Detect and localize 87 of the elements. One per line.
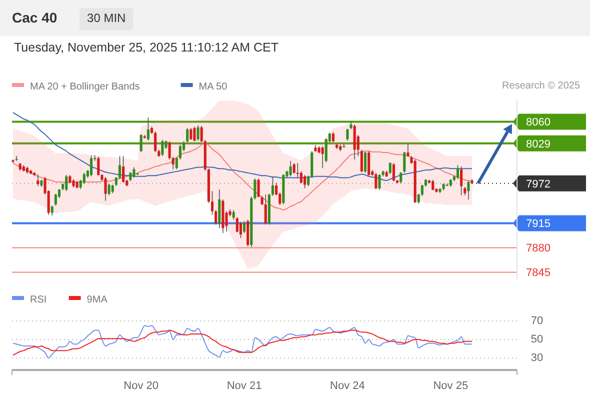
candlestick	[392, 162, 395, 182]
candlestick	[178, 144, 182, 160]
candlestick	[146, 117, 150, 142]
candlestick	[54, 193, 57, 206]
candlestick	[353, 124, 356, 160]
candlestick	[104, 176, 107, 202]
candlestick	[36, 174, 40, 187]
x-tick-label: Nov 24	[330, 380, 365, 392]
candlestick	[210, 190, 214, 216]
candlestick	[289, 160, 292, 177]
candlestick	[406, 144, 410, 158]
y-tick-label: 8060	[526, 116, 550, 129]
candlestick	[140, 134, 142, 152]
candlestick	[218, 189, 221, 229]
candlestick	[342, 144, 346, 148]
candlestick	[417, 193, 420, 204]
y-tick-label: 7972	[526, 178, 550, 190]
candlestick	[175, 157, 178, 170]
candlestick	[214, 210, 218, 226]
candlestick	[236, 216, 238, 233]
candlestick	[50, 205, 54, 216]
candlestick	[432, 179, 434, 191]
chart-title: Cac 40	[12, 10, 58, 26]
candlestick	[129, 172, 132, 182]
legend-label: RSI	[30, 294, 47, 306]
candlestick	[460, 166, 463, 196]
legend-label: 9MA	[86, 294, 108, 306]
candlestick	[114, 176, 118, 187]
candlestick	[467, 180, 470, 200]
candlestick	[90, 154, 93, 177]
y-tick-label: 30	[530, 352, 544, 364]
candlestick	[310, 150, 314, 178]
x-tick-label: Nov 21	[226, 380, 262, 392]
line-series	[12, 330, 472, 356]
candlestick	[190, 128, 192, 140]
candlestick	[82, 172, 86, 184]
line-series	[12, 142, 472, 210]
x-tick-label: Nov 25	[433, 380, 468, 392]
candlestick	[264, 194, 267, 226]
candlestick	[300, 171, 302, 184]
candlestick	[364, 151, 367, 174]
line-series	[12, 325, 472, 358]
y-tick-label: 50	[530, 333, 544, 346]
y-tick-label: 7845	[526, 267, 550, 280]
candlestick	[378, 174, 381, 190]
candlestick	[132, 166, 136, 178]
candlestick	[232, 210, 235, 220]
candlestick	[296, 162, 299, 178]
legend-label: MA 50	[198, 82, 228, 93]
text: Research © 2025	[502, 80, 580, 92]
candlestick	[193, 126, 196, 142]
x-tick-label: Nov 20	[124, 380, 159, 392]
y-tick-label: 7880	[526, 242, 550, 255]
candlestick	[374, 172, 378, 190]
candlestick	[303, 174, 306, 189]
candlestick	[186, 128, 189, 144]
candlestick	[108, 184, 110, 196]
candlestick	[307, 175, 310, 187]
candlestick	[196, 124, 200, 142]
candlestick	[243, 220, 246, 234]
candlestick	[161, 140, 164, 156]
y-tick-label: 70	[530, 314, 544, 327]
candlestick	[65, 174, 68, 192]
candlestick	[118, 156, 122, 180]
candlestick	[246, 219, 250, 247]
y-tick-label: 8029	[526, 138, 550, 150]
candlestick	[122, 156, 125, 184]
candlestick	[332, 132, 335, 142]
candlestick	[400, 172, 402, 184]
candlestick	[346, 128, 349, 142]
y-tick-label: 7915	[526, 218, 550, 230]
legend-label: MA 20 + Bollinger Bands	[30, 82, 140, 93]
candlestick	[154, 131, 157, 152]
candlestick	[360, 149, 363, 173]
chart-subtitle: Tuesday, November 25, 2025 11:10:12 AM CET	[14, 40, 279, 54]
candlestick	[368, 150, 370, 176]
candlestick	[321, 146, 324, 168]
candlestick	[97, 156, 100, 176]
candlestick	[420, 184, 424, 196]
candlestick	[456, 164, 460, 180]
candlestick	[292, 162, 296, 174]
candlestick	[15, 156, 18, 162]
candlestick	[239, 221, 242, 238]
text: 30 MIN	[87, 11, 126, 26]
candlestick	[403, 151, 406, 174]
candlestick	[271, 176, 274, 196]
candlestick	[388, 162, 392, 175]
